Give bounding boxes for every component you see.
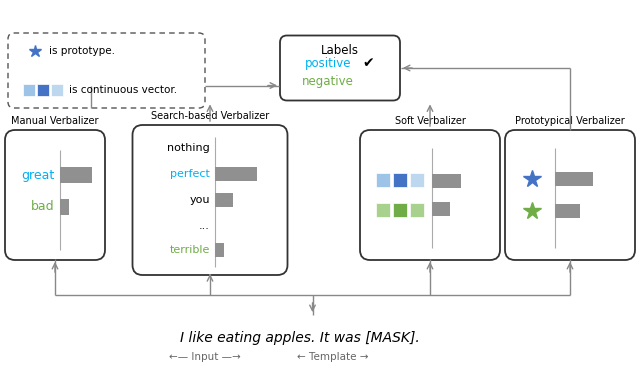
Text: perfect: perfect	[170, 169, 210, 179]
Text: terrible: terrible	[170, 245, 210, 255]
Text: is continuous vector.: is continuous vector.	[69, 85, 177, 95]
Bar	[410, 203, 424, 217]
Bar	[60, 167, 92, 183]
Bar	[51, 84, 63, 96]
Text: I like eating apples. It was [MASK].: I like eating apples. It was [MASK].	[180, 331, 420, 345]
FancyBboxPatch shape	[505, 130, 635, 260]
Bar	[60, 199, 69, 215]
Bar	[555, 172, 593, 186]
Bar	[215, 193, 233, 207]
Text: you: you	[189, 195, 210, 205]
FancyBboxPatch shape	[8, 33, 205, 108]
Text: nothing: nothing	[167, 143, 210, 153]
FancyBboxPatch shape	[5, 130, 105, 260]
Text: Search-based Verbalizer: Search-based Verbalizer	[151, 111, 269, 121]
FancyBboxPatch shape	[280, 36, 400, 100]
FancyBboxPatch shape	[360, 130, 500, 260]
Text: Manual Verbalizer: Manual Verbalizer	[12, 116, 99, 126]
Bar	[410, 173, 424, 187]
Bar	[393, 173, 407, 187]
Bar	[432, 174, 461, 188]
Text: positive: positive	[305, 57, 351, 69]
Bar	[432, 202, 450, 216]
Text: great: great	[22, 168, 55, 182]
Bar	[215, 243, 224, 257]
Text: Soft Verbalizer: Soft Verbalizer	[395, 116, 465, 126]
Text: ...: ...	[199, 221, 210, 231]
Text: negative: negative	[302, 75, 354, 88]
Text: Prototypical Verbalizer: Prototypical Verbalizer	[515, 116, 625, 126]
Bar	[376, 173, 390, 187]
Text: is prototype.: is prototype.	[49, 46, 115, 56]
Text: bad: bad	[31, 201, 55, 213]
Bar	[555, 204, 580, 218]
Text: ←— Input —→: ←— Input —→	[169, 352, 241, 362]
Text: ✔: ✔	[362, 56, 374, 70]
Bar	[393, 203, 407, 217]
Bar	[23, 84, 35, 96]
Bar	[37, 84, 49, 96]
Text: ← Template →: ← Template →	[297, 352, 369, 362]
Bar	[215, 167, 257, 181]
Text: Labels: Labels	[321, 44, 359, 57]
FancyBboxPatch shape	[132, 125, 287, 275]
Bar	[376, 203, 390, 217]
